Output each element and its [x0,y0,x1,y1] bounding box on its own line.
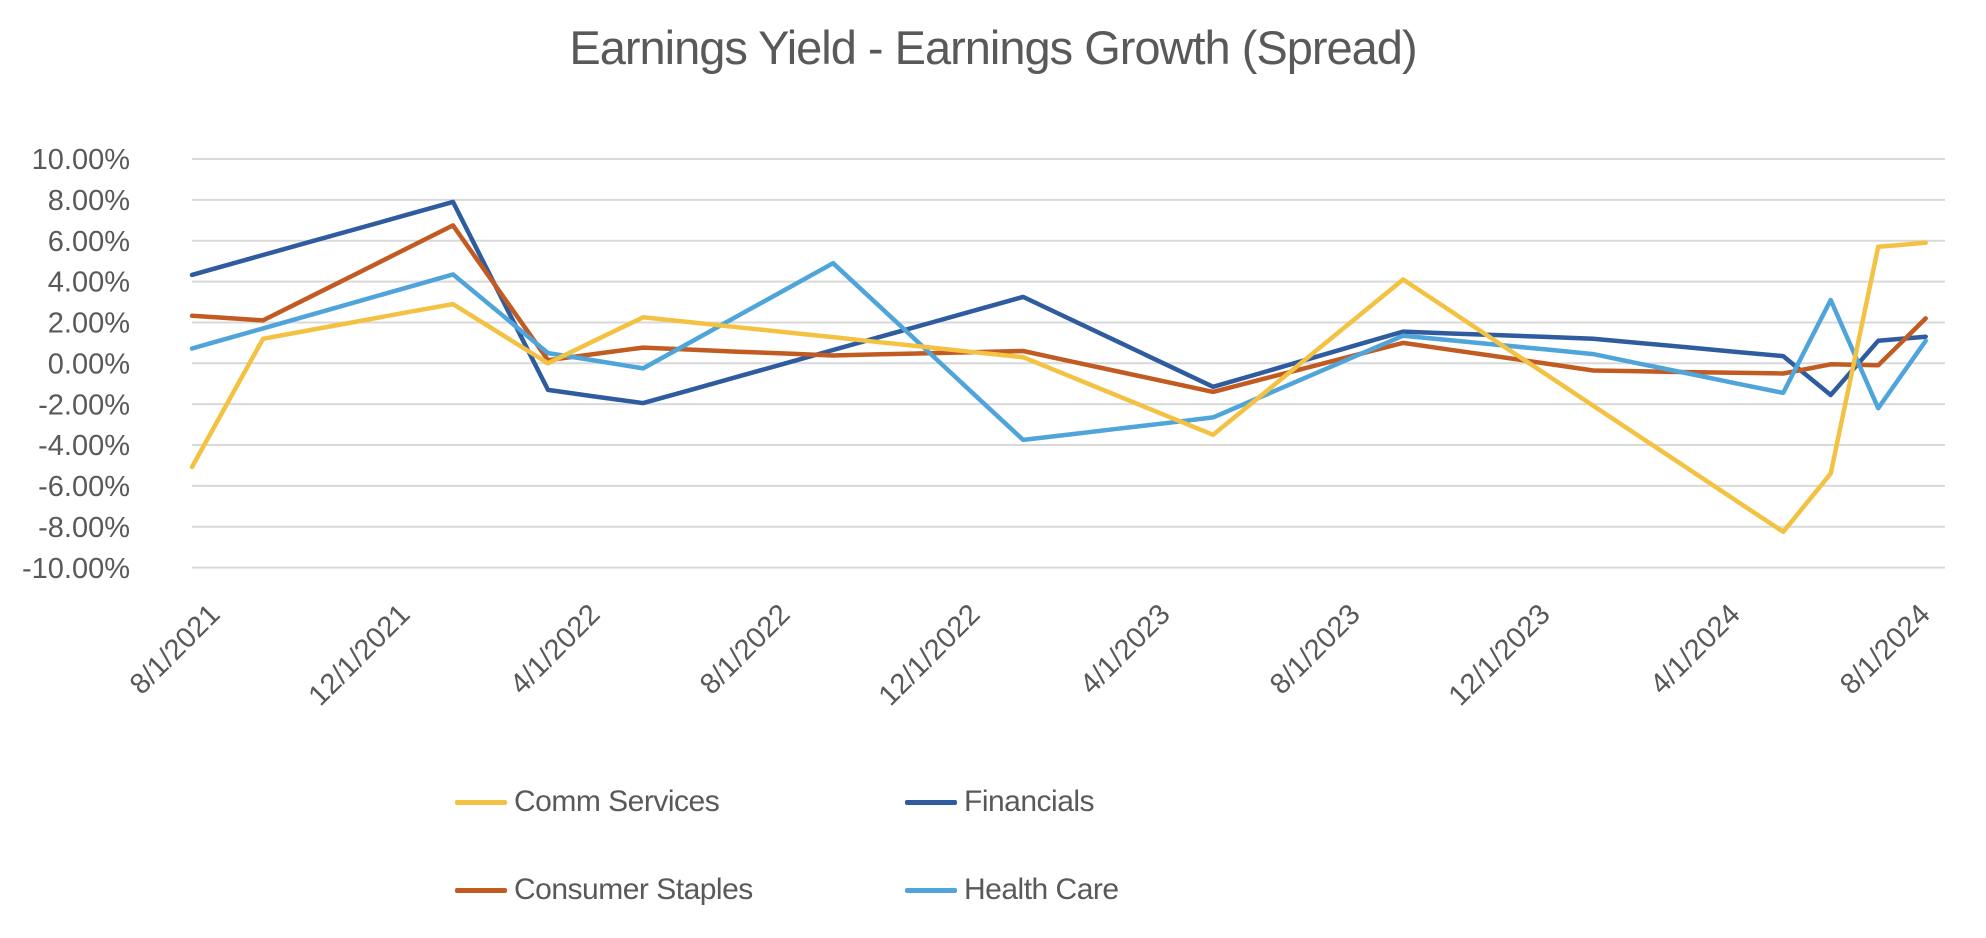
y-tick-label: 4.00% [48,267,130,299]
legend-item-financials: Financials [905,783,1095,821]
legend-item-consumer-staples: Consumer Staples [455,871,753,909]
series-line-health-care [189,260,1928,443]
y-tick-label: -10.00% [22,553,130,585]
y-tick-label: 6.00% [48,226,130,258]
legend-item-health-care: Health Care [905,871,1119,909]
x-axis-labels: 8/1/2021 12/1/2021 4/1/2022 8/1/2022 12/1/20… [124,598,1937,712]
y-tick-label: -6.00% [38,471,130,503]
series-line-comm-services [189,240,1928,535]
y-tick-label: -8.00% [38,512,130,544]
x-tick-label: 8/1/2021 [124,598,226,700]
y-tick-label: -2.00% [38,389,130,421]
legend-line-swatch [905,887,957,893]
series-lines [189,199,1928,535]
x-tick-label: 12/1/2021 [303,598,417,712]
series-line-consumer-staples [189,223,1928,395]
legend-label: Consumer Staples [514,873,753,906]
x-tick-label: 12/1/2022 [873,598,987,712]
x-tick-label: 4/1/2023 [1074,598,1176,700]
x-tick-label: 12/1/2023 [1443,598,1557,712]
series-line-financials [189,199,1928,406]
legend-label: Financials [964,785,1095,818]
y-tick-label: -4.00% [38,430,130,462]
legend-item-comm-services: Comm Services [455,783,720,821]
legend-label: Health Care [964,873,1119,906]
y-tick-label: 0.00% [48,348,130,380]
legend-line-swatch [455,799,507,805]
y-tick-label: 10.00% [32,144,130,176]
legend-line-swatch [905,799,957,805]
legend-label: Comm Services [514,785,720,818]
y-axis-labels: 10.00% 8.00% 6.00% 4.00% 2.00% 0.00% -2.00% -4.… [22,144,130,585]
legend-line-swatch [455,887,507,893]
chart-title: Earnings Yield - Earnings Growth (Spread… [569,21,1417,74]
x-tick-label: 8/1/2024 [1834,598,1936,700]
y-tick-label: 8.00% [48,185,130,217]
x-tick-label: 4/1/2022 [504,598,606,700]
x-tick-label: 4/1/2024 [1644,598,1746,700]
x-tick-label: 8/1/2022 [694,598,796,700]
y-tick-label: 2.00% [48,308,130,340]
x-tick-label: 8/1/2023 [1264,598,1366,700]
gridlines [192,158,1945,569]
